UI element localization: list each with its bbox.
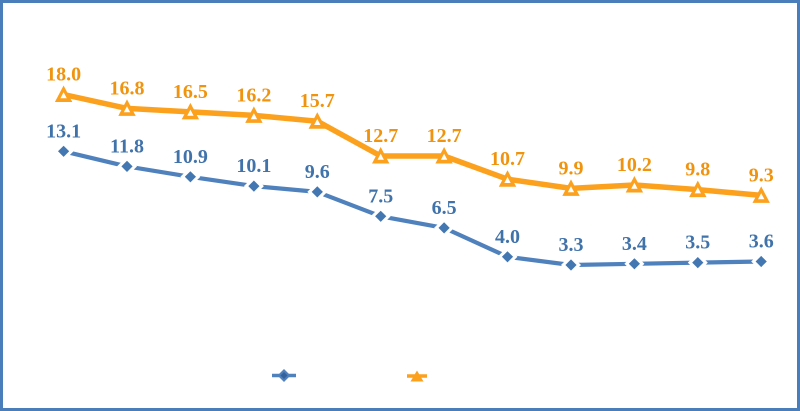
svg-text:12.7: 12.7	[427, 125, 462, 147]
svg-text:10.7: 10.7	[490, 148, 525, 170]
svg-text:9.8: 9.8	[685, 159, 710, 181]
svg-text:12.7: 12.7	[363, 125, 398, 147]
svg-text:3.6: 3.6	[749, 231, 774, 253]
svg-text:6.5: 6.5	[432, 197, 457, 219]
svg-text:18.0: 18.0	[46, 64, 81, 86]
svg-text:16.8: 16.8	[110, 77, 145, 99]
svg-text:9.6: 9.6	[305, 161, 330, 183]
svg-text:9.9: 9.9	[559, 157, 584, 179]
svg-text:15.7: 15.7	[300, 90, 335, 112]
svg-text:3.4: 3.4	[622, 233, 647, 255]
svg-text:11.8: 11.8	[110, 135, 144, 157]
svg-text:10.1: 10.1	[236, 155, 271, 177]
svg-text:16.2: 16.2	[236, 84, 271, 106]
svg-text:13.1: 13.1	[46, 120, 81, 142]
svg-text:4.0: 4.0	[495, 226, 520, 248]
svg-text:3.5: 3.5	[685, 232, 710, 254]
svg-text:9.3: 9.3	[749, 164, 774, 186]
svg-text:7.5: 7.5	[368, 185, 393, 207]
svg-text:16.5: 16.5	[173, 81, 208, 103]
svg-text:10.2: 10.2	[617, 154, 652, 176]
svg-text:10.9: 10.9	[173, 146, 208, 168]
svg-text:3.3: 3.3	[559, 234, 584, 256]
